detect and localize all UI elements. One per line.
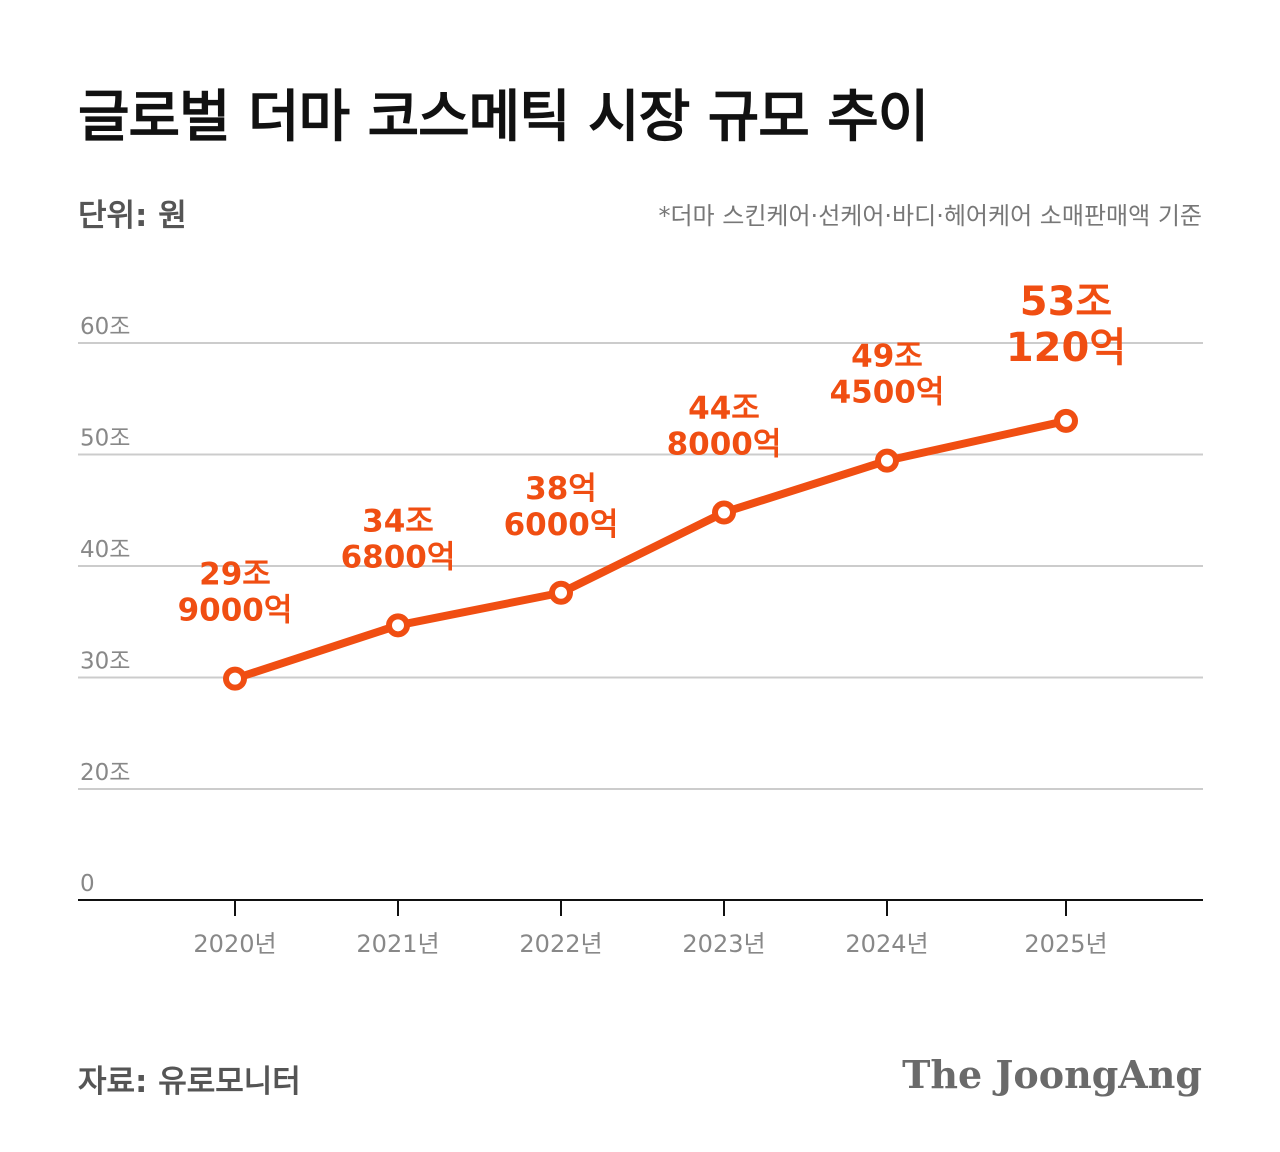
data-label: 44조 8000억	[667, 390, 782, 462]
page-title: 글로벌 더마 코스메틱 시장 규모 추이	[78, 85, 929, 150]
data-label-line: 8000억	[667, 426, 782, 462]
series-line	[231, 416, 1070, 683]
data-label-line: 4500억	[830, 375, 945, 411]
data-point	[1054, 408, 1078, 433]
unit-label: 단위: 원	[78, 198, 187, 234]
x-tick-label: 2025년	[1024, 930, 1107, 958]
data-label: 34조 6800억	[341, 503, 456, 575]
data-label: 53조 120억	[1006, 279, 1126, 371]
data-point	[223, 666, 247, 691]
data-point	[386, 613, 410, 638]
x-axis-ticks: 2020년 2021년 2022년 2023년 2024년 2025년	[193, 900, 1108, 958]
data-label-line: 34조	[362, 503, 434, 539]
data-label-line: 53조	[1020, 279, 1112, 325]
data-point	[549, 580, 573, 605]
data-point	[875, 448, 899, 473]
data-point	[712, 500, 736, 525]
y-tick-label: 40조	[80, 537, 130, 563]
y-tick-label: 50조	[80, 426, 130, 452]
data-label: 49조 4500억	[830, 339, 945, 411]
footnote: *더마 스킨케어·선케어·바디·헤어케어 소매판매액 기준	[658, 202, 1202, 230]
data-label-line: 38억	[525, 471, 597, 507]
data-points	[223, 408, 1078, 691]
y-tick-label: 0	[80, 871, 95, 897]
gridlines	[78, 342, 1203, 790]
x-tick-label: 2021년	[356, 930, 439, 958]
data-labels: 29조 9000억 34조 6800억 38억 6000억 44조 8000억 49조 4500억…	[178, 279, 1127, 629]
x-tick-label: 2023년	[682, 930, 765, 958]
source-credit: 자료: 유로모니터	[78, 1064, 301, 1100]
y-tick-label: 30조	[80, 649, 130, 675]
y-axis-ticks: 0 20조 30조 40조 50조 60조	[80, 314, 130, 897]
data-label: 38억 6000억	[504, 471, 619, 543]
y-tick-label: 20조	[80, 760, 130, 786]
data-label-line: 29조	[199, 557, 271, 593]
y-tick-label: 60조	[80, 314, 130, 340]
data-label-line: 9000억	[178, 593, 293, 629]
data-label: 29조 9000억	[178, 557, 293, 629]
data-label-line: 120억	[1006, 325, 1126, 371]
data-label-line: 49조	[851, 339, 923, 375]
x-tick-label: 2024년	[845, 930, 928, 958]
x-tick-label: 2020년	[193, 930, 276, 958]
data-label-line: 6800억	[341, 539, 456, 575]
data-label-line: 6000억	[504, 507, 619, 543]
brand-logo: The JoongAng	[902, 1052, 1202, 1097]
x-tick-label: 2022년	[519, 930, 602, 958]
data-label-line: 44조	[688, 390, 760, 426]
